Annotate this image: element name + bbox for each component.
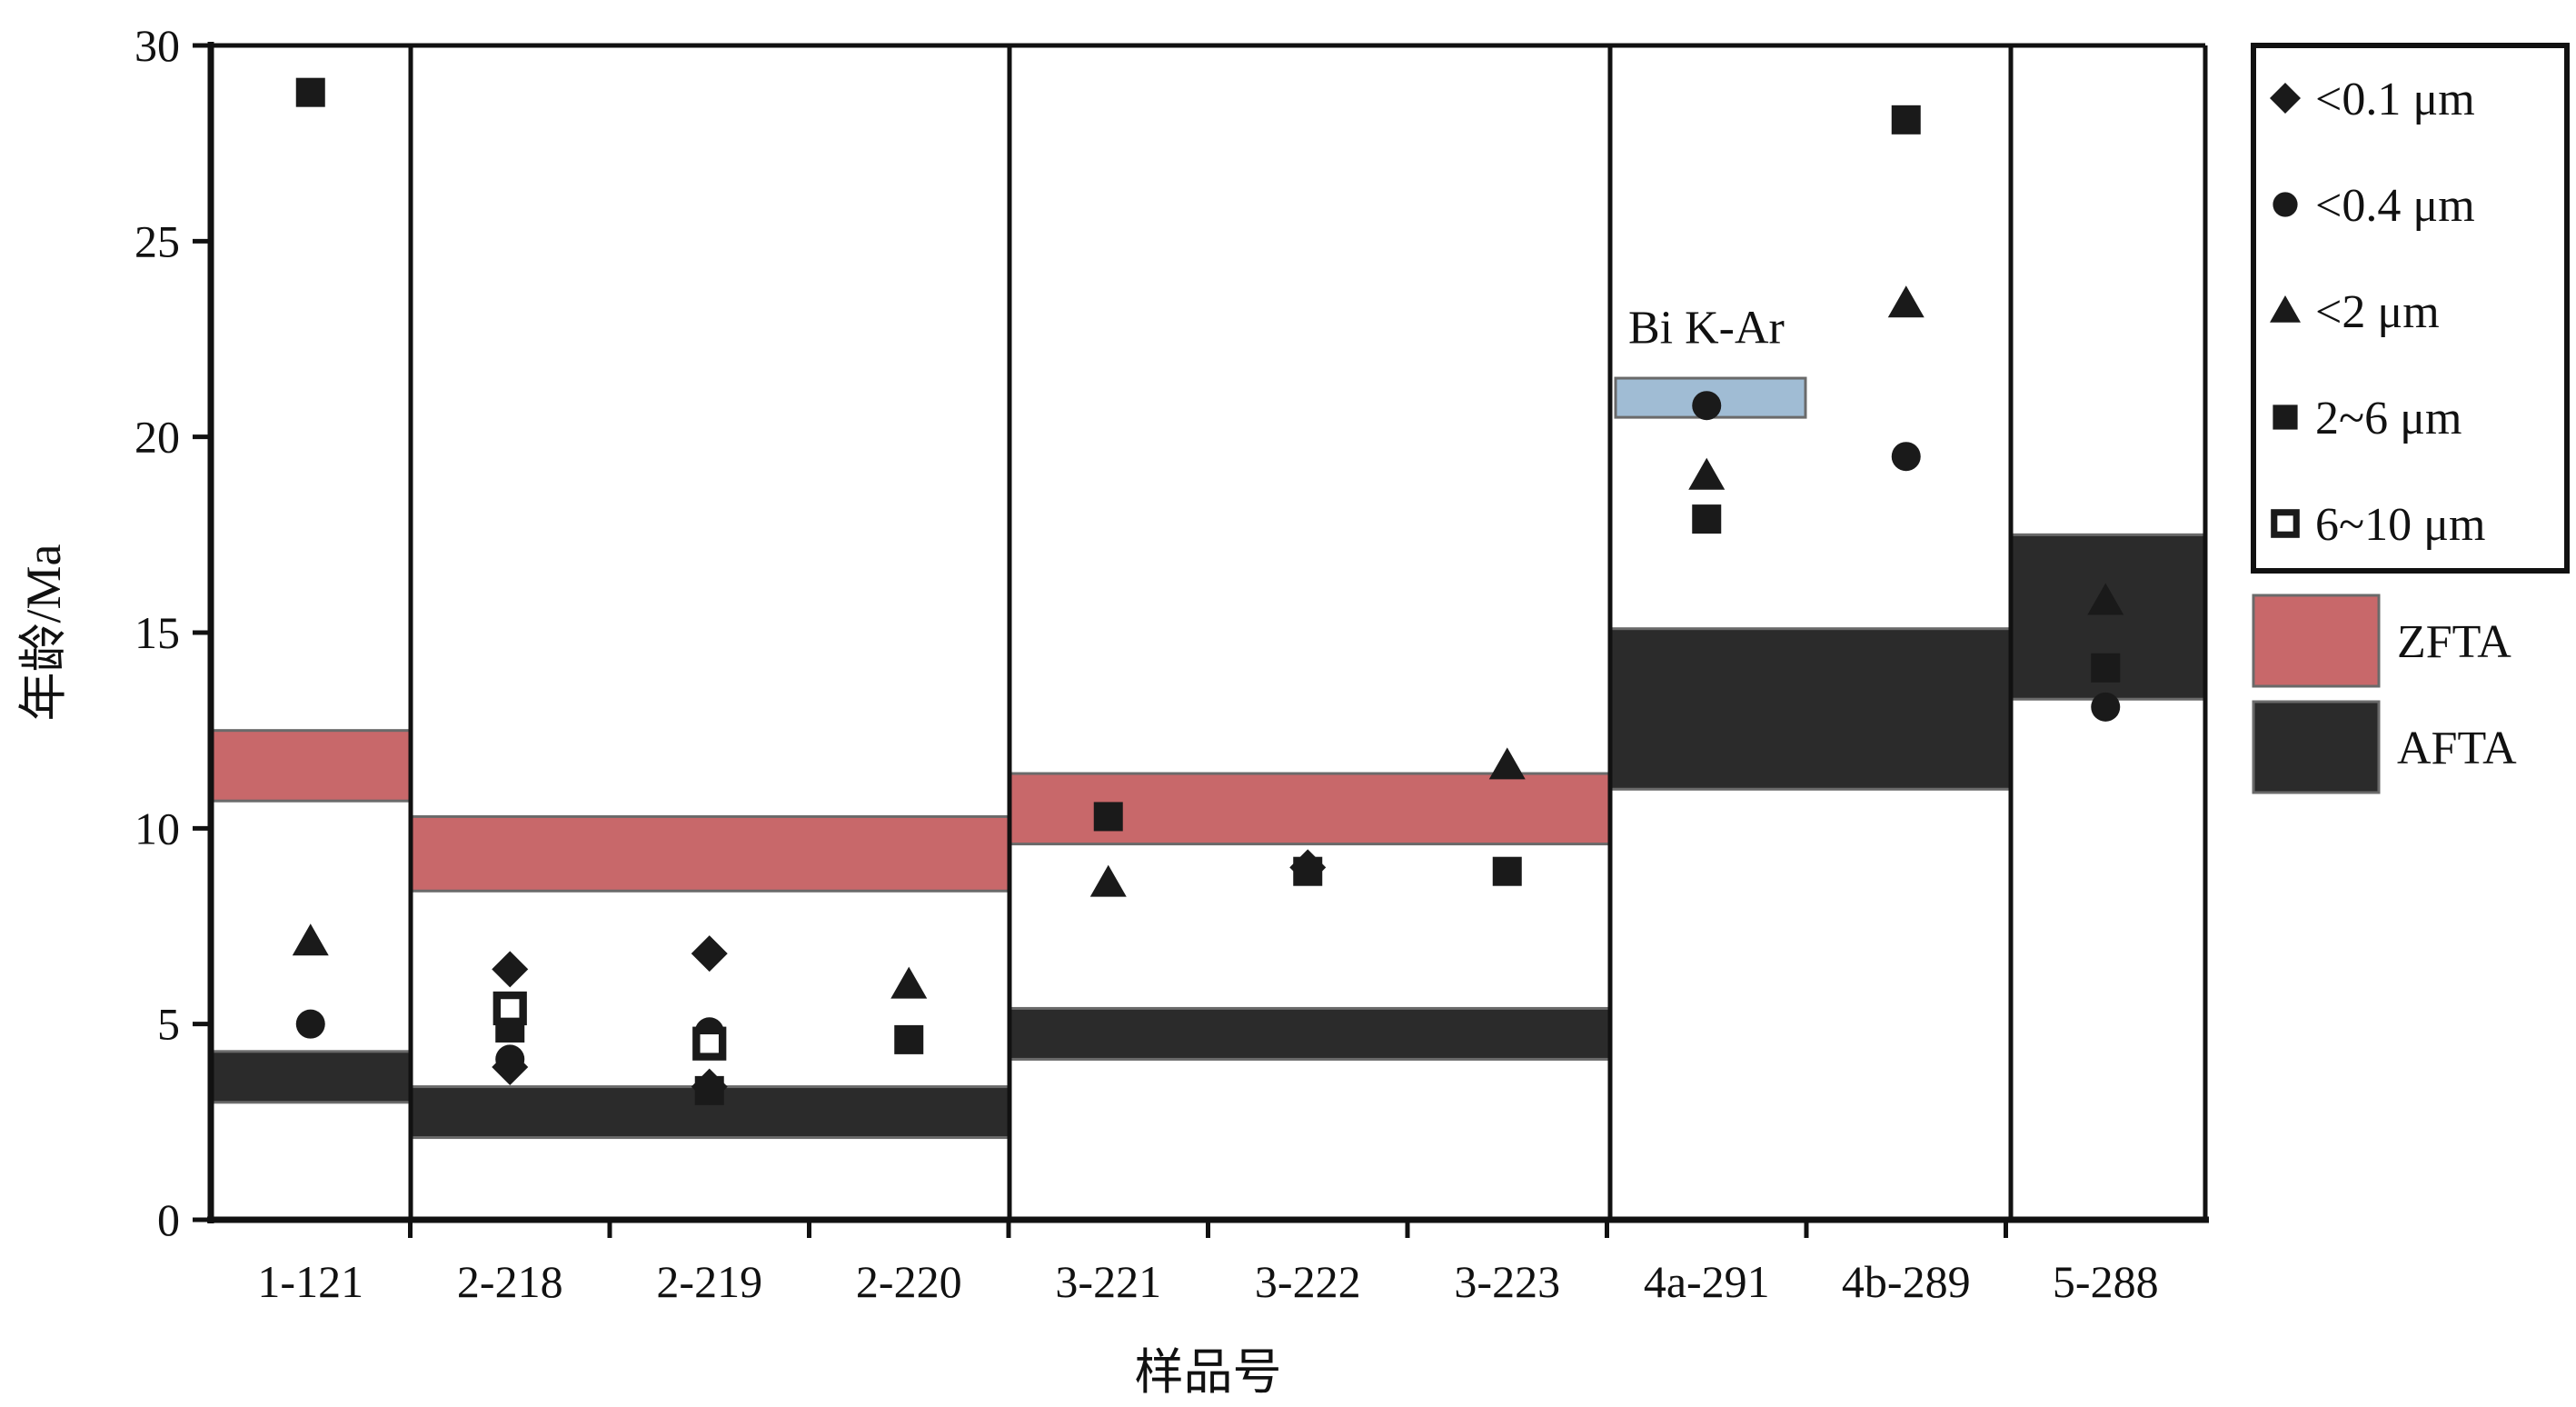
x-tick-label-1-121: 1-121	[257, 1256, 363, 1307]
legend-box	[2251, 43, 2570, 574]
point-2-6-m-4a-291-7	[1692, 504, 1722, 534]
series-2-m	[292, 285, 2124, 999]
legend: <0.1 μm <0.4 μm <2 μm 2~6 μm 6~10 μm ZFTA AFTA	[2251, 43, 2570, 794]
x-tick-label-4a-291: 4a-291	[1644, 1256, 1770, 1307]
x-tick-label-4b-289: 4b-289	[1842, 1256, 1971, 1307]
point-2-m-2-220-1	[890, 966, 928, 999]
x-tick-label-3-223: 3-223	[1454, 1256, 1560, 1307]
x-tick-label-3-222: 3-222	[1255, 1256, 1361, 1307]
point-6-10-m-2-219-1	[692, 1026, 727, 1061]
point-2-6-m-5-288-9	[2091, 653, 2121, 683]
legend-marker-0-1-m	[2270, 83, 2301, 114]
axes	[193, 42, 2209, 1238]
y-tick-label-5: 5	[157, 999, 180, 1050]
group-dividers	[211, 43, 2208, 1220]
axis-labels: 0 5 10 15 20 25 30 1-121 2-218 2-219 2-220 3-221 3-2…	[134, 20, 2159, 1307]
point-0-4-m-4b-289-4	[1891, 442, 1921, 472]
point-2-m-3-221-2	[1089, 864, 1127, 897]
point-2-6-m-3-223-6	[1492, 856, 1522, 886]
point-2-6-m-4b-289-8	[1891, 105, 1921, 135]
legend-label-afta: AFTA	[2397, 723, 2517, 774]
point-2-m-5-288-6	[2087, 583, 2124, 615]
point-2-6-m-3-221-4	[1093, 802, 1123, 832]
series-2-6-m	[295, 77, 2121, 1105]
point-2-6-m-1-121-0	[295, 77, 325, 107]
legend-marker-2-m	[2270, 295, 2301, 323]
point-2-m-3-223-3	[1488, 747, 1526, 780]
y-tick-label-20: 20	[134, 412, 180, 463]
legend-label-zfta: ZFTA	[2397, 616, 2511, 668]
x-tick-label-5-288: 5-288	[2053, 1256, 2159, 1307]
point-0-4-m-1-121-0	[295, 1009, 325, 1039]
series-6-10-m	[492, 991, 727, 1061]
y-tick-label-25: 25	[134, 215, 180, 266]
point-6-10-m-2-218-0	[492, 991, 527, 1026]
x-tick-label-2-218: 2-218	[457, 1256, 563, 1307]
series-0-4-m	[295, 391, 2121, 1074]
legend-label-6-10-m: 6~10 μm	[2315, 499, 2485, 551]
y-axis-title: 年龄/Ma	[16, 544, 71, 721]
point-2-6-m-3-222-5	[1293, 856, 1323, 886]
point-0-4-m-4a-291-3	[1692, 391, 1722, 421]
x-tick-label-2-220: 2-220	[856, 1256, 962, 1307]
legend-marker-2-6-m	[2273, 404, 2298, 430]
point-0-1-m-2-218-0	[492, 951, 529, 988]
annotation-bi-k-ar: Bi K-Ar	[1628, 302, 1785, 354]
point-2-m-1-121-0	[292, 923, 329, 956]
y-tick-label-10: 10	[134, 803, 180, 853]
legend-label-0-1-m: <0.1 μm	[2315, 74, 2475, 125]
legend-swatch-afta	[2252, 700, 2381, 794]
legend-label-2-6-m: 2~6 μm	[2315, 393, 2462, 444]
x-tick-label-3-221: 3-221	[1055, 1256, 1161, 1307]
data-points	[292, 77, 2124, 1105]
legend-swatch-zfta	[2252, 594, 2381, 688]
afta-band-3	[1608, 627, 2013, 791]
zfta-band-0	[209, 729, 413, 803]
zfta-band-1	[409, 814, 1011, 893]
point-0-1-m-2-219-2	[691, 935, 728, 973]
bands-layer	[209, 376, 2207, 1140]
point-2-6-m-2-219-2	[694, 1075, 724, 1105]
afta-band-1	[409, 1085, 1011, 1140]
point-0-4-m-2-218-1	[495, 1044, 525, 1074]
point-2-m-4b-289-5	[1887, 285, 1925, 318]
x-tick-label-2-219: 2-219	[656, 1256, 762, 1307]
legend-marker-6-10-m	[2271, 509, 2300, 538]
y-tick-label-0: 0	[157, 1194, 180, 1245]
y-tick-label-30: 30	[134, 20, 180, 71]
legend-marker-0-4-m	[2273, 192, 2298, 217]
x-axis-title: 样品号	[1135, 1345, 1282, 1400]
legend-label-2-m: <2 μm	[2315, 286, 2440, 338]
y-tick-label-15: 15	[134, 607, 180, 658]
point-2-6-m-2-220-3	[894, 1024, 924, 1054]
point-2-m-4a-291-4	[1688, 457, 1726, 490]
point-0-4-m-5-288-5	[2091, 692, 2121, 722]
legend-label-0-4-m: <0.4 μm	[2315, 180, 2475, 232]
afta-band-2	[1008, 1006, 1612, 1061]
afta-band-0	[209, 1050, 413, 1104]
